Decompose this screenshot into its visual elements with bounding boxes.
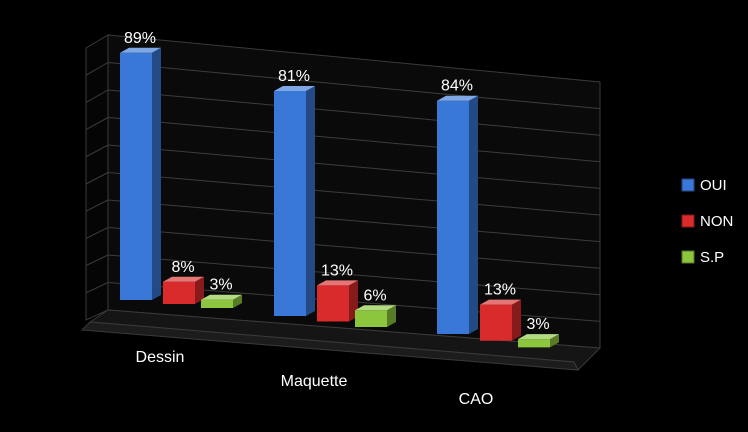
bar-front [518,339,550,348]
gridline-side [85,254,109,267]
bar-oui-maquette [274,86,315,316]
bar-side [306,86,315,316]
gridline-side [85,117,109,131]
gridline [107,144,601,189]
gridline-side [85,227,109,239]
bar-front [317,285,349,322]
bars [120,47,559,348]
data-label: 3% [526,316,549,333]
bar-non-cao [480,299,521,341]
data-label: 6% [363,287,386,304]
category-label-maquette: Maquette [281,373,348,390]
legend-label: OUI [700,177,727,194]
bar-side [512,299,521,341]
bar-front [480,304,512,341]
gridline [107,172,601,216]
category-label-dessin: Dessin [136,349,185,366]
bar-side [152,47,161,300]
data-label: 84% [441,78,473,95]
bar-front [120,52,152,300]
bar-top [518,334,559,340]
data-label: 3% [209,277,232,294]
bar-side [195,276,204,304]
bar-front [355,310,387,327]
legend-swatch [681,214,695,228]
category-labels: Dessin Maquette CAO [136,349,494,408]
gridline-side [85,62,109,76]
gridline [107,117,601,163]
gridline-side [85,199,109,212]
bar-side [550,334,559,348]
bar-top [274,86,315,91]
bar-front [437,100,469,334]
gridline-side [85,172,109,185]
category-label-cao: CAO [459,391,494,408]
legend-item-non: NON [681,213,733,230]
bar-front [274,91,306,316]
bar-top [317,280,358,286]
data-label: 81% [278,68,310,85]
gridline [107,89,601,136]
legend-swatch [681,250,695,264]
bar-oui-dessin [120,47,161,300]
gridline-side [85,144,109,158]
bar-oui-cao [437,95,478,334]
bar-non-maquette [317,280,358,322]
bar-front [163,281,195,304]
side-wall [85,34,109,321]
legend-item-oui: OUI [681,177,727,194]
bar-top [437,95,478,101]
data-label: 13% [484,282,516,299]
bar-sp-cao [518,334,559,348]
legend-label: S.P [700,249,724,266]
bar-top [120,47,161,53]
gridline-side [85,282,109,294]
bar-top [355,305,396,311]
bar-sp-maquette [355,305,396,327]
gridline [107,62,601,110]
bar-side [469,95,478,334]
bar-side [387,305,396,327]
bar-top [480,299,521,305]
bar-front [201,299,233,308]
chart-floor [80,309,602,371]
bar-top [201,294,242,300]
bar-side [233,294,242,308]
gridline [107,254,601,296]
bar-non-dessin [163,276,204,304]
bar-sp-dessin [201,294,242,308]
legend-item-sp: S.P [681,249,724,266]
bar-top [163,276,204,282]
gridline [107,199,601,243]
legend: OUI NON S.P [681,177,733,266]
legend-label: NON [700,213,733,230]
floor-edge [80,321,579,371]
gridline [107,227,601,269]
data-labels: 89% 81% 84% 8% 13% 13% 3% 6% 3% [124,30,550,333]
legend-swatch [681,178,695,192]
data-label: 13% [321,262,353,279]
data-label: 8% [171,259,194,276]
data-label: 89% [124,30,156,47]
gridline-side [85,89,109,103]
